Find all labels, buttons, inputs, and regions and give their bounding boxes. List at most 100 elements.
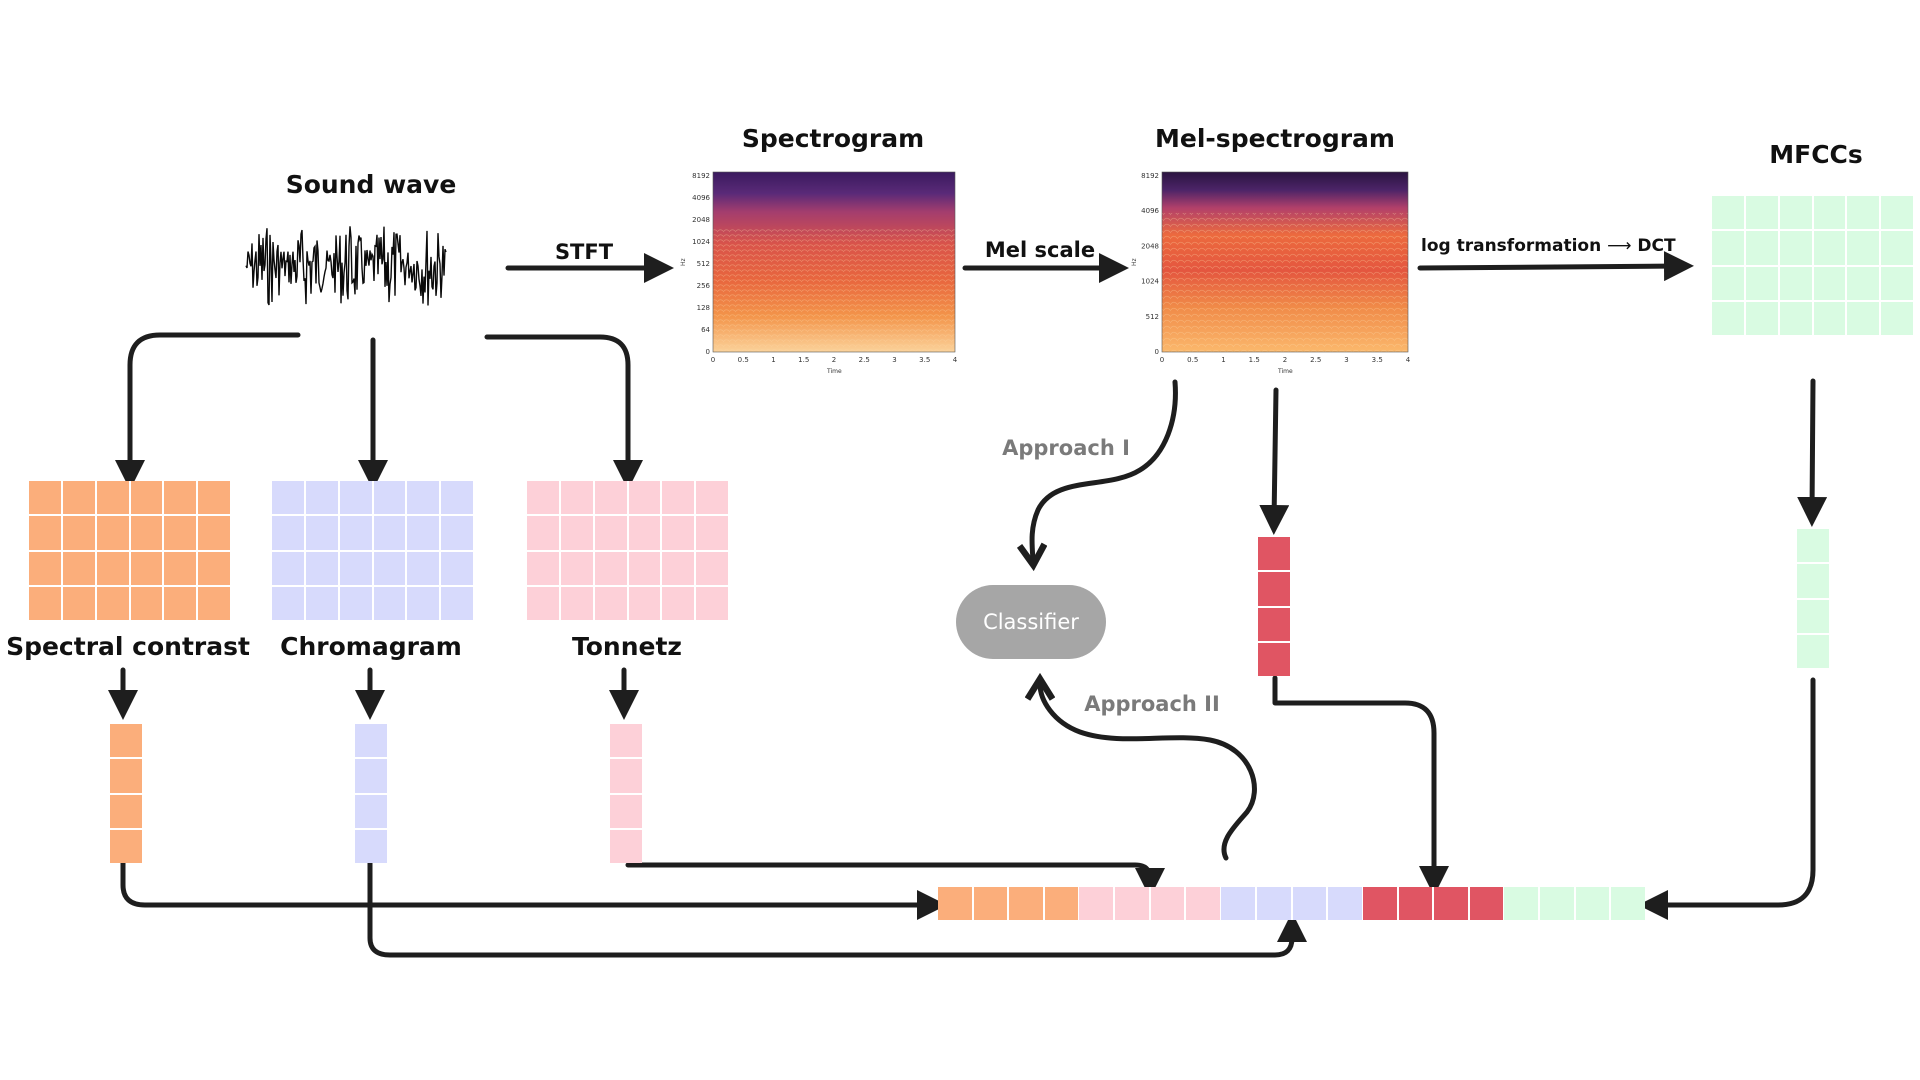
mfccs-label: MFCCs [1769, 140, 1863, 169]
grid-cell [164, 481, 197, 515]
grid-cell [628, 481, 661, 515]
grid-cell [441, 516, 473, 550]
y-tick-label: 2048 [692, 216, 710, 224]
grid-cell [441, 551, 473, 585]
grid-cell [1044, 887, 1078, 920]
grid-cell [110, 759, 142, 793]
grid-cell [272, 586, 304, 620]
grid-cell [594, 551, 627, 585]
grid-cell [29, 551, 61, 585]
y-tick-label: 64 [701, 326, 710, 334]
grid-cell [560, 516, 593, 550]
grid-cell [164, 516, 197, 550]
grid-cell [164, 551, 197, 585]
grid-cell [527, 551, 559, 585]
combined-vector-mfccs [1504, 887, 1645, 920]
grid-cell [272, 481, 304, 515]
grid-cell [272, 551, 304, 585]
grid-cell [938, 887, 972, 920]
grid-cell [628, 586, 661, 620]
log-transformation-label: log transformation ⟶ DCT [1421, 236, 1676, 256]
x-tick-label: 2.5 [859, 356, 870, 364]
mel-spectrogram-y-label: Hz [1131, 258, 1138, 266]
y-tick-label: 0 [706, 348, 710, 356]
grid-cell [1813, 301, 1846, 335]
x-tick-label: 1.5 [1249, 356, 1260, 364]
grid-cell [339, 586, 372, 620]
arrow-mfcc-down [1797, 378, 1828, 527]
mel-spectrogram-label: Mel-spectrogram [1155, 124, 1395, 153]
mfccs-vector [1797, 529, 1829, 668]
grid-cell [62, 586, 95, 620]
grid-cell [1813, 231, 1846, 265]
spectral-contrast-label: Spectral contrast [6, 632, 250, 661]
mel-spectrogram-plot: 8192 4096 2048 1024 512 0 0 0.5 1 1.5 2 2.5 3 3.5 4 H… [1128, 168, 1413, 380]
spectrogram-plot: 8192 4096 2048 1024 512 256 128 64 0 0 0.5 1 1.5 2 2.… [675, 168, 960, 380]
long-arrow-icon: ⟶ [1607, 236, 1632, 256]
grid-cell [110, 794, 142, 828]
grid-cell [1779, 266, 1812, 300]
grid-cell [1292, 887, 1327, 920]
arrow-to-spectral-contrast [115, 332, 301, 490]
grid-cell [1712, 231, 1744, 265]
arrow-mel-down [1259, 387, 1290, 535]
log-transformation-text: log transformation [1421, 236, 1602, 256]
grid-cell [62, 481, 95, 515]
grid-cell [1797, 564, 1829, 598]
spectrogram-y-label: Hz [680, 258, 687, 266]
x-tick-label: 4 [1406, 356, 1411, 364]
grid-cell [130, 551, 163, 585]
grid-cell [110, 724, 142, 758]
spectral-contrast-vector [110, 724, 142, 863]
grid-cell [130, 481, 163, 515]
chromagram-label: Chromagram [280, 632, 462, 661]
grid-cell [373, 586, 406, 620]
y-tick-label: 4096 [1141, 207, 1159, 215]
grid-cell [29, 586, 61, 620]
grid-cell [1712, 266, 1744, 300]
grid-cell [339, 481, 372, 515]
y-tick-label: 1024 [1141, 278, 1159, 286]
tonnetz-label: Tonnetz [572, 632, 682, 661]
approach-2-label: Approach II [1084, 692, 1220, 716]
dct-text: DCT [1637, 236, 1676, 256]
grid-cell [305, 516, 338, 550]
grid-cell [355, 759, 387, 793]
arrow-to-tonnetz [484, 334, 643, 490]
grid-cell [1328, 887, 1362, 920]
x-tick-label: 3 [1344, 356, 1348, 364]
arrow-mfcc-vec-to-combined [1638, 677, 1816, 920]
grid-cell [527, 586, 559, 620]
x-tick-label: 3.5 [1372, 356, 1383, 364]
combined-vector-chromagram [1221, 887, 1362, 920]
grid-cell [527, 481, 559, 515]
sound-wave-label: Sound wave [285, 170, 457, 199]
grid-cell [527, 516, 559, 550]
x-tick-label: 0.5 [1187, 356, 1198, 364]
grid-cell [110, 829, 142, 863]
grid-cell [696, 551, 728, 585]
grid-cell [1079, 887, 1113, 920]
spectral-contrast-matrix [29, 481, 230, 620]
combined-vector-mel-spectrogram [1363, 887, 1503, 920]
x-tick-label: 0.5 [738, 356, 749, 364]
grid-cell [339, 551, 372, 585]
y-tick-label: 128 [697, 304, 710, 312]
mel-spectrogram-vector [1258, 537, 1290, 676]
arrow-log-dct [1417, 251, 1694, 282]
chromagram-matrix [272, 481, 473, 620]
x-tick-label: 2 [832, 356, 836, 364]
y-tick-label: 256 [697, 282, 711, 290]
chromagram-vector [355, 724, 387, 863]
grid-cell [373, 481, 406, 515]
grid-cell [198, 481, 230, 515]
grid-cell [29, 481, 61, 515]
arrow-chroma-to-combined [367, 859, 1307, 958]
x-tick-label: 2.5 [1310, 356, 1321, 364]
grid-cell [1258, 537, 1290, 571]
grid-cell [560, 481, 593, 515]
grid-cell [272, 516, 304, 550]
y-tick-label: 8192 [1141, 172, 1159, 180]
grid-cell [560, 551, 593, 585]
grid-cell [610, 794, 642, 828]
